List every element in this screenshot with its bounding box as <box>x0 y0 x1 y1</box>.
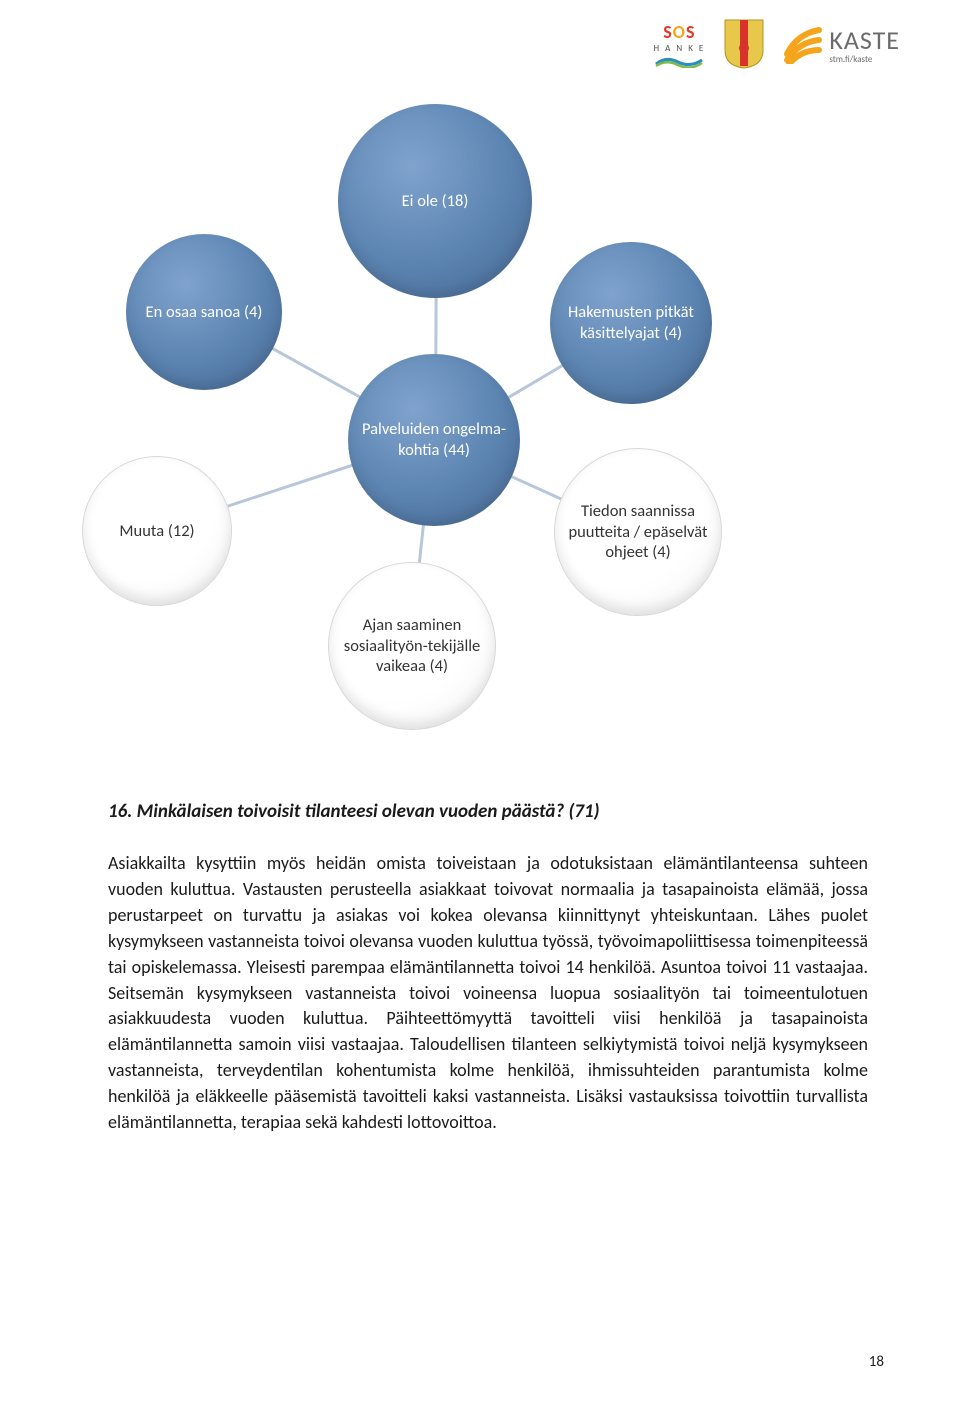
diagram-satellite-node: Hakemusten pitkät käsittelyajat (4) <box>550 242 712 404</box>
shield-icon <box>723 18 765 70</box>
diagram-satellite-node: Ei ole (18) <box>338 104 532 298</box>
diagram-satellite-node: En osaa sanoa (4) <box>126 234 282 390</box>
logo-sos-text: SOS <box>663 21 695 43</box>
wave-icon <box>654 54 704 68</box>
logo-kaste-text: KASTE <box>829 24 900 56</box>
page-number: 18 <box>869 1353 884 1371</box>
kaste-stripes-icon <box>783 24 823 64</box>
bubble-diagram: Ei ole (18) En osaa sanoa (4) Hakemusten p… <box>82 104 802 764</box>
logo-sos: SOS H A N K E <box>653 21 705 68</box>
logo-kaste: KASTE stm.fi/kaste <box>783 24 900 65</box>
diagram-satellite-node: Tiedon saannissa puutteita / epäselvät o… <box>554 448 722 616</box>
header-logos: SOS H A N K E KASTE stm.fi/kaste <box>653 18 900 70</box>
logo-sos-sub: H A N K E <box>653 43 705 54</box>
content: 16. Minkälaisen toivoisit tilanteesi ole… <box>108 800 868 1136</box>
diagram-satellite-node: Muuta (12) <box>82 456 232 606</box>
question-heading: 16. Minkälaisen toivoisit tilanteesi ole… <box>108 800 868 823</box>
diagram-satellite-node: Ajan saaminen sosiaalityön-tekijälle vai… <box>328 562 496 730</box>
diagram-center-node: Palveluiden ongelma-kohtia (44) <box>348 354 520 526</box>
body-paragraph: Asiakkailta kysyttiin myös heidän omista… <box>108 851 868 1136</box>
